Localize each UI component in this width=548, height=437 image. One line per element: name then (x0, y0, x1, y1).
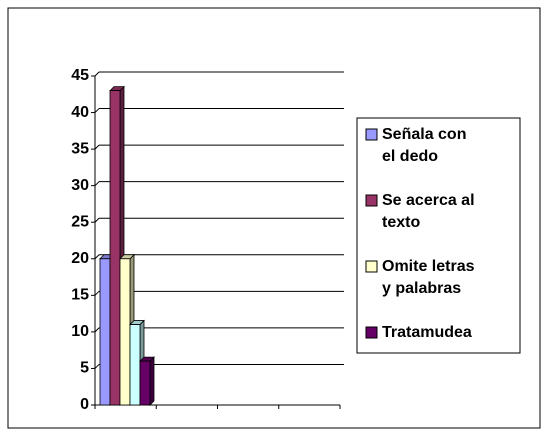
legend-swatch (365, 260, 378, 273)
grid-line (94, 181, 100, 187)
y-tick-label: 45 (71, 67, 89, 84)
legend-label: Tratamudea (382, 324, 472, 341)
grid-line (94, 290, 100, 296)
grid-line (94, 364, 100, 369)
bar (129, 324, 141, 406)
y-tick-label: 30 (71, 177, 89, 194)
y-tick-label: 5 (80, 360, 89, 377)
bar (139, 360, 151, 406)
grid-line (94, 144, 100, 150)
y-tick-label: 20 (71, 250, 89, 267)
grid-line (94, 327, 100, 333)
bar (99, 258, 111, 406)
legend-swatch (365, 128, 378, 141)
legend-label: Se acerca al texto (382, 192, 475, 231)
y-tick-label: 0 (80, 396, 89, 413)
y-tick-label: 15 (71, 287, 89, 304)
bar (119, 258, 131, 406)
legend-box (356, 117, 521, 354)
legend-label: Omite letras y palabras (382, 258, 475, 297)
grid-line (94, 108, 100, 113)
legend: Señala con el dedo Se acerca al texto Omite … (356, 117, 521, 354)
y-tick-label: 25 (71, 213, 89, 230)
bar (109, 90, 121, 406)
y-tick-label: 10 (71, 323, 89, 340)
y-tick-label: 35 (71, 140, 89, 157)
bar-side (149, 356, 155, 406)
grid-line (94, 217, 100, 223)
y-tick-label: 40 (71, 104, 89, 121)
legend-swatch (365, 194, 378, 207)
grid-line (94, 71, 100, 77)
legend-swatch (365, 326, 378, 339)
legend-label: Señala con el dedo (382, 126, 466, 165)
grid-line (94, 254, 100, 260)
